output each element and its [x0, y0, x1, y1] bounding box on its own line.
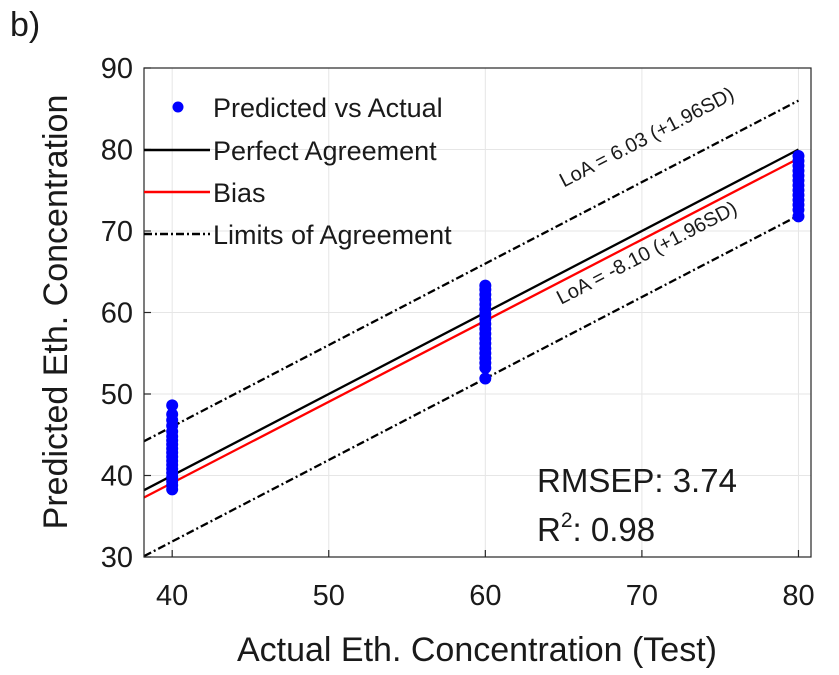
x-tick-label: 60 [469, 580, 501, 612]
loa-annotation: LoA = 6.03 (+1.96SD) [556, 83, 738, 192]
y-tick-label: 90 [101, 53, 133, 85]
series-line-1 [143, 148, 800, 492]
data-points [166, 150, 805, 496]
y-tick-label: 80 [101, 135, 133, 167]
rmsep-stat: RMSEP: 3.74 [537, 462, 737, 499]
legend-marker-points [172, 101, 184, 113]
series-line-2 [143, 157, 800, 499]
y-tick-label: 50 [101, 379, 133, 411]
x-tick-label: 40 [156, 580, 188, 612]
data-point [479, 372, 492, 385]
legend-label-points: Predicted vs Actual [213, 93, 443, 123]
y-tick-label: 30 [101, 542, 133, 574]
legend-label-bias: Bias [213, 178, 266, 208]
legend-label-loa: Limits of Agreement [213, 220, 452, 250]
panel-label: b) [10, 6, 40, 44]
legend-label-perfect: Perfect Agreement [213, 136, 437, 166]
r2-stat-value: : 0.98 [573, 511, 656, 548]
data-point [166, 399, 179, 412]
x-tick-label: 70 [626, 580, 658, 612]
y-tick-label: 40 [101, 461, 133, 493]
y-tick-label: 60 [101, 298, 133, 330]
r2-stat-base: R [537, 511, 561, 548]
r2-stat-superscript: 2 [561, 509, 573, 532]
x-axis-label: Actual Eth. Concentration (Test) [237, 631, 717, 669]
x-axis-ticks: 40 50 60 70 80 [156, 550, 815, 612]
x-tick-label: 50 [313, 580, 345, 612]
data-point [166, 408, 179, 421]
r2-stat: R2: 0.98 [537, 509, 655, 548]
legend: Predicted vs Actual Perfect Agreement Bi… [144, 93, 452, 250]
series-line-3 [143, 99, 800, 443]
y-axis-ticks: 30 40 50 60 70 80 90 [101, 53, 151, 574]
data-point [479, 279, 492, 292]
x-tick-label: 80 [782, 580, 814, 612]
series-lines [143, 99, 800, 558]
data-point [792, 150, 805, 163]
y-axis-label: Predicted Eth. Concentration [37, 95, 75, 530]
y-tick-label: 70 [101, 216, 133, 248]
loa-annotations: LoA = 6.03 (+1.96SD)LoA = -8.10 (+1.96SD… [553, 83, 741, 309]
series-line-4 [143, 214, 800, 558]
